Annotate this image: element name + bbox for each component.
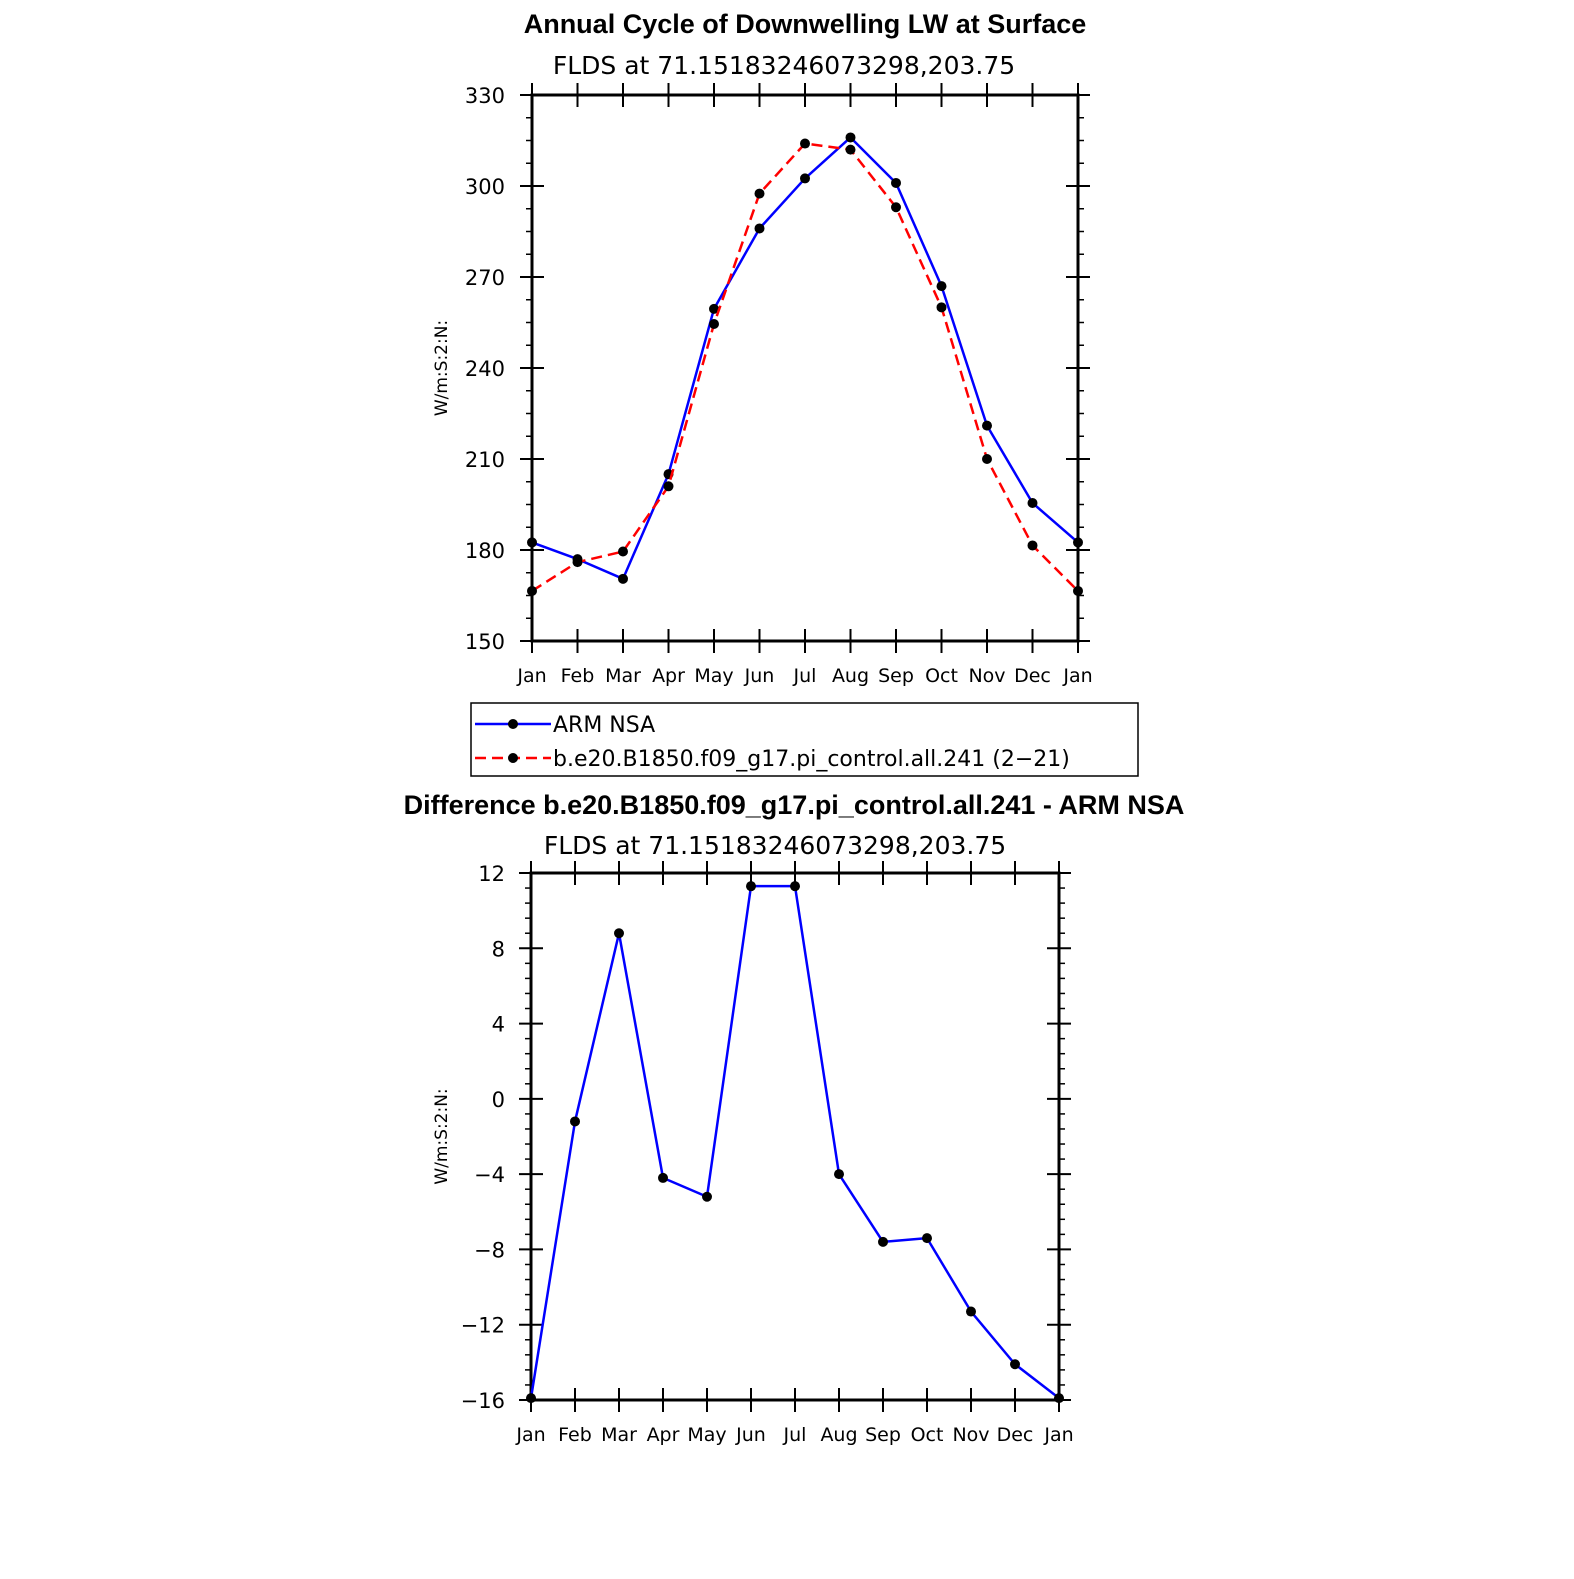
data-point bbox=[746, 881, 756, 892]
data-point bbox=[754, 188, 765, 199]
legend: ARM NSA b.e20.B1850.f09_g17.pi_control.al… bbox=[470, 702, 1139, 777]
data-point bbox=[845, 132, 856, 143]
y-tick-label: −16 bbox=[461, 1389, 505, 1413]
data-point bbox=[709, 319, 719, 330]
x-tick-label: Aug bbox=[820, 1424, 857, 1446]
x-tick-label: Apr bbox=[647, 1424, 680, 1446]
x-tick-label: Nov bbox=[952, 1424, 989, 1446]
data-point bbox=[618, 546, 628, 557]
data-point bbox=[754, 223, 765, 234]
y-tick-label: 270 bbox=[465, 266, 505, 290]
data-point bbox=[834, 1169, 844, 1180]
x-tick-label: Feb bbox=[558, 1424, 592, 1446]
legend-box bbox=[470, 702, 1139, 777]
legend-label: ARM NSA bbox=[553, 713, 655, 738]
x-tick-label: Jul bbox=[793, 665, 817, 687]
x-tick-label: Aug bbox=[832, 665, 869, 687]
x-tick-label: Dec bbox=[997, 1424, 1034, 1446]
data-point bbox=[891, 177, 901, 188]
series-line-2 bbox=[531, 142, 1079, 593]
data-point bbox=[891, 202, 901, 213]
chart-subtitle: FLDS at 71.15183246073298,203.75 bbox=[553, 51, 1015, 80]
data-point bbox=[936, 281, 947, 292]
x-tick-label: Mar bbox=[601, 1424, 637, 1446]
chart-title: Difference b.e20.B1850.f09_g17.pi_contro… bbox=[404, 790, 1185, 820]
y-tick-label: 12 bbox=[478, 862, 505, 886]
x-tick-label: May bbox=[687, 1424, 726, 1446]
x-tick-label: Jan bbox=[515, 1424, 545, 1446]
data-point bbox=[618, 573, 628, 584]
y-axis-label: W/m:S:2:N: bbox=[432, 320, 452, 416]
y-tick-label: 300 bbox=[465, 175, 505, 199]
x-tick-label: Dec bbox=[1014, 665, 1051, 687]
data-point bbox=[526, 1393, 536, 1404]
x-tick-label: Apr bbox=[652, 665, 685, 687]
data-point bbox=[800, 138, 810, 149]
legend-label: b.e20.B1850.f09_g17.pi_control.all.241 (… bbox=[553, 747, 1070, 772]
data-point bbox=[614, 928, 624, 939]
x-tick-label: Mar bbox=[605, 665, 641, 687]
x-tick-label: Oct bbox=[911, 1424, 944, 1446]
y-tick-label: 0 bbox=[492, 1088, 505, 1112]
data-point bbox=[1010, 1359, 1020, 1370]
x-tick-label: Jul bbox=[783, 1424, 807, 1446]
y-tick-label: 330 bbox=[465, 84, 505, 108]
data-point bbox=[982, 454, 992, 464]
x-tick-label: Sep bbox=[865, 1424, 901, 1446]
x-tick-label: May bbox=[694, 665, 733, 687]
data-point bbox=[878, 1236, 888, 1247]
x-tick-label: Jun bbox=[744, 665, 775, 687]
chart-panel-1: Annual Cycle of Downwelling LW at Surfac… bbox=[432, 9, 1139, 777]
x-tick-label: Jan bbox=[1043, 1424, 1073, 1446]
data-point bbox=[800, 173, 810, 184]
y-tick-label: −4 bbox=[474, 1163, 505, 1187]
data-point bbox=[936, 302, 947, 313]
data-point bbox=[702, 1191, 712, 1202]
series-line-1 bbox=[531, 136, 1079, 581]
chart-panel-2: Difference b.e20.B1850.f09_g17.pi_contro… bbox=[404, 790, 1185, 1446]
chart-subtitle: FLDS at 71.15183246073298,203.75 bbox=[544, 831, 1006, 860]
data-point bbox=[966, 1306, 976, 1317]
data-point bbox=[572, 557, 583, 568]
y-axis-label: W/m:S:2:N: bbox=[432, 1088, 452, 1184]
x-tick-label: Jan bbox=[1062, 665, 1092, 687]
x-tick-label: Nov bbox=[968, 665, 1005, 687]
x-tick-label: Sep bbox=[878, 665, 914, 687]
data-point bbox=[1073, 537, 1083, 548]
data-point bbox=[922, 1233, 932, 1244]
y-tick-label: 180 bbox=[465, 539, 505, 563]
data-point bbox=[1027, 540, 1038, 551]
data-point bbox=[663, 481, 674, 492]
data-point bbox=[658, 1172, 668, 1183]
data-point bbox=[845, 144, 856, 155]
data-point bbox=[1073, 585, 1083, 596]
x-tick-label: Feb bbox=[561, 665, 595, 687]
y-tick-label: 150 bbox=[465, 630, 505, 654]
y-tick-label: 4 bbox=[492, 1013, 505, 1037]
legend-marker bbox=[508, 753, 518, 763]
data-point bbox=[1054, 1393, 1064, 1404]
legend-marker bbox=[508, 719, 518, 729]
data-point bbox=[982, 420, 992, 431]
x-tick-label: Jun bbox=[735, 1424, 766, 1446]
data-point bbox=[1027, 497, 1038, 508]
y-tick-label: 8 bbox=[492, 937, 505, 961]
x-tick-label: Oct bbox=[925, 665, 958, 687]
data-point bbox=[527, 585, 537, 596]
data-point bbox=[790, 881, 800, 892]
y-tick-label: 210 bbox=[465, 448, 505, 472]
series-line-1 bbox=[529, 884, 1060, 1400]
data-point bbox=[527, 537, 537, 548]
y-tick-label: −8 bbox=[474, 1238, 505, 1262]
data-point bbox=[709, 303, 719, 314]
y-tick-label: 240 bbox=[465, 357, 505, 381]
y-tick-label: −12 bbox=[461, 1314, 505, 1338]
x-tick-label: Jan bbox=[516, 665, 546, 687]
data-point bbox=[570, 1116, 580, 1127]
chart-title: Annual Cycle of Downwelling LW at Surfac… bbox=[524, 9, 1087, 39]
